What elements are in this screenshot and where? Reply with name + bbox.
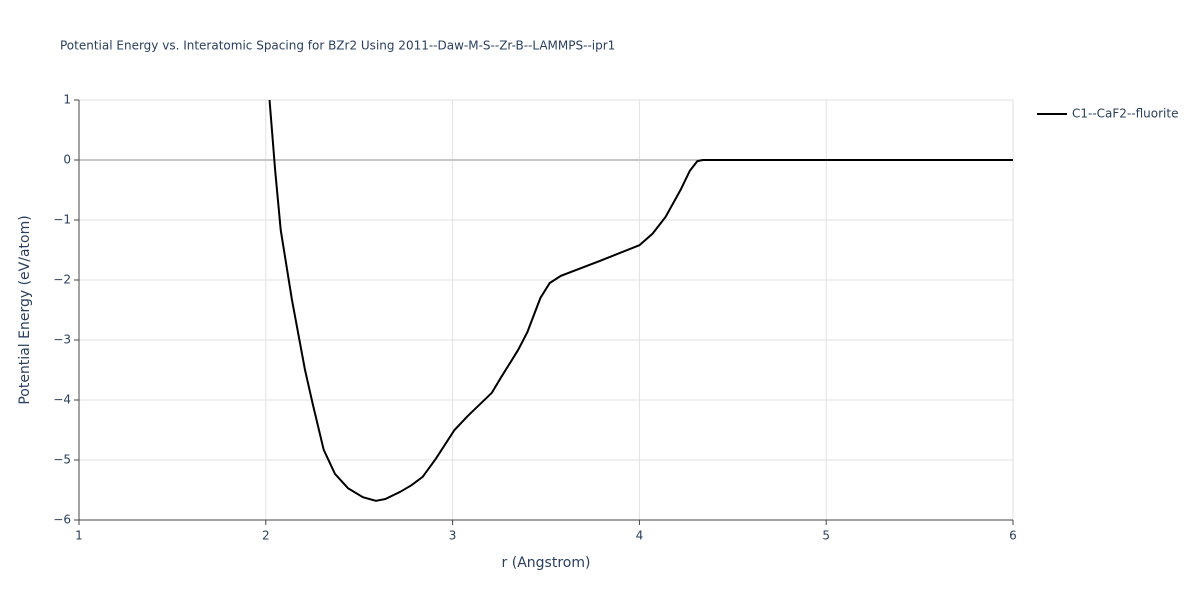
- y-tick-label: −3: [53, 333, 71, 347]
- y-tick-label: 1: [63, 93, 71, 107]
- x-axis-label: r (Angstrom): [502, 555, 591, 571]
- y-tick-label: −2: [53, 273, 71, 287]
- chart-title: Potential Energy vs. Interatomic Spacing…: [60, 39, 615, 53]
- legend-label: C1--CaF2--fluorite: [1072, 107, 1178, 121]
- y-tick-label: −5: [53, 453, 71, 467]
- x-tick-label: 3: [449, 529, 457, 543]
- y-tick-label: 0: [63, 153, 71, 167]
- x-tick-label: 4: [636, 529, 644, 543]
- y-tick-label: −4: [53, 393, 71, 407]
- x-tick-label: 6: [1009, 529, 1017, 543]
- x-tick-label: 5: [822, 529, 830, 543]
- y-tick-label: −6: [53, 513, 71, 527]
- x-tick-label: 1: [75, 529, 83, 543]
- x-tick-label: 2: [262, 529, 270, 543]
- y-tick-label: −1: [53, 213, 71, 227]
- data-line: [268, 99, 1013, 502]
- y-axis-label: Potential Energy (eV/atom): [17, 215, 33, 404]
